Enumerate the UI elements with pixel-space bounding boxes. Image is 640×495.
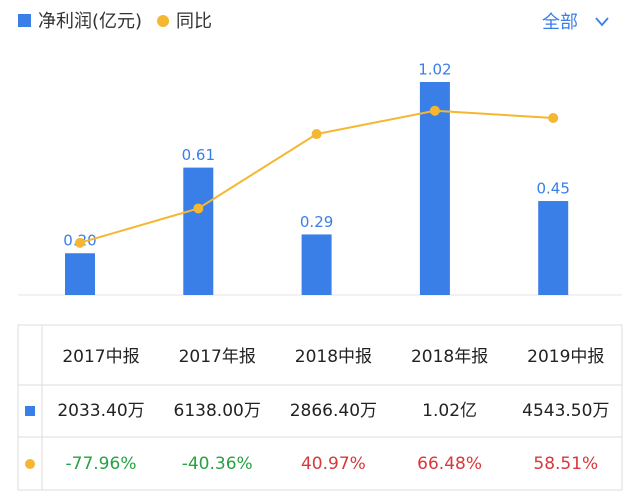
legend-swatch	[18, 14, 31, 27]
table-header: 2018中报	[295, 347, 372, 367]
bar-value-label: 1.02	[418, 60, 451, 78]
line-point	[548, 113, 559, 124]
line-point	[311, 129, 322, 140]
table-swatch	[25, 406, 35, 416]
table-cell: 66.48%	[417, 454, 482, 474]
table-cell: 4543.50万	[522, 401, 609, 421]
bar-value-label: 0.45	[536, 180, 569, 198]
chevron[interactable]	[595, 17, 609, 27]
bar-value-label: 0.29	[300, 213, 333, 231]
bar	[538, 201, 569, 295]
bar-value-label: 0.61	[182, 146, 215, 164]
legend-label: 同比	[176, 11, 212, 32]
table-cell: 58.51%	[533, 454, 598, 474]
bar	[419, 81, 450, 296]
table-header: 2018年报	[411, 347, 488, 367]
legend-label: 净利润(亿元)	[38, 11, 142, 32]
table-cell: 2866.40万	[290, 401, 377, 421]
bar	[301, 234, 332, 295]
table-swatch	[25, 459, 35, 469]
table-cell: 2033.40万	[57, 401, 144, 421]
table-cell: -77.96%	[66, 454, 137, 474]
table-cell: -40.36%	[182, 454, 253, 474]
legend-swatch	[157, 15, 170, 27]
table-border	[17, 324, 623, 491]
line-point	[75, 237, 85, 248]
table-cell: 1.02亿	[422, 401, 477, 421]
table-cell: 40.97%	[301, 454, 366, 474]
bar	[183, 167, 214, 295]
filter-button[interactable]: 全部	[542, 12, 609, 33]
filter-label[interactable]: 全部	[542, 12, 578, 33]
table-header: 2017年报	[179, 347, 256, 367]
table-header: 2019中报	[527, 347, 604, 367]
bar	[65, 253, 95, 295]
table-header: 2017中报	[62, 347, 139, 367]
table-cell: 6138.00万	[174, 401, 261, 421]
line-point	[429, 105, 440, 116]
line-point	[193, 203, 204, 214]
